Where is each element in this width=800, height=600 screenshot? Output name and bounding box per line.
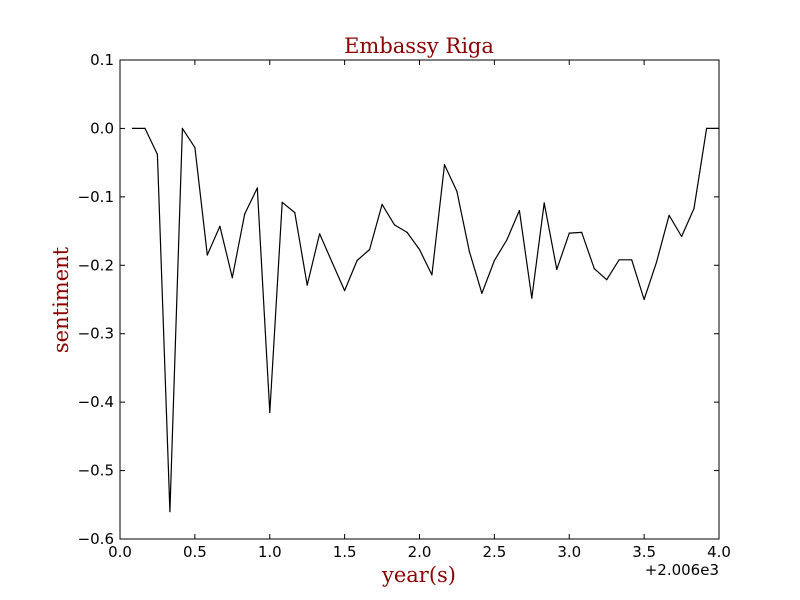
data-point [131, 127, 133, 129]
y-tick-label: −0.5 [78, 462, 114, 480]
data-point [481, 292, 483, 294]
data-point [643, 298, 645, 301]
data-point [593, 268, 595, 270]
y-tick-label: −0.1 [78, 188, 114, 206]
y-tick-label: −0.4 [78, 393, 114, 411]
data-point [169, 511, 171, 513]
y-tick-label: 0.1 [90, 51, 114, 69]
chart-title: Embassy Riga [344, 34, 494, 58]
data-point [269, 411, 271, 413]
data-point [418, 248, 421, 251]
x-tick-label: 2.5 [482, 543, 506, 561]
data-point [531, 297, 533, 299]
data-point [668, 214, 670, 216]
data-point [194, 147, 196, 149]
x-tick-label: 4.0 [707, 543, 731, 561]
data-point [181, 127, 183, 129]
data-point [244, 213, 246, 215]
data-point [681, 235, 683, 238]
data-point [306, 284, 308, 286]
x-tick-label: 2.0 [408, 543, 432, 561]
data-point [706, 127, 708, 129]
x-tick-label: 1.5 [333, 543, 357, 561]
x-tick-label: 1.0 [258, 543, 282, 561]
y-tick-label: −0.2 [78, 256, 114, 274]
data-point [518, 209, 521, 212]
data-point [319, 233, 321, 235]
x-tick-label: 0.5 [183, 543, 207, 561]
data-point [381, 203, 383, 205]
data-point [356, 259, 358, 262]
data-point [468, 251, 470, 253]
y-axis-label: sentiment [49, 246, 73, 353]
data-point [206, 254, 208, 256]
data-point [256, 187, 258, 189]
data-point [431, 274, 433, 276]
ticks-layer: 0.0 0.5 1.0 1.5 2.0 2.5 3.0 3.5 4.0 0.1 0.0 −0.1 −0.… [78, 51, 731, 561]
data-point [606, 279, 608, 281]
data-point [506, 239, 508, 241]
y-tick-label: −0.6 [78, 530, 114, 548]
data-point [618, 259, 620, 261]
data-point [693, 207, 695, 210]
data-point [344, 290, 346, 292]
data-point [331, 261, 333, 264]
x-tick-label: 0.0 [108, 543, 132, 561]
data-point [369, 248, 371, 251]
data-point [456, 190, 458, 192]
data-point [581, 231, 583, 233]
y-tick-label: −0.3 [78, 325, 114, 343]
data-point [656, 261, 658, 263]
series-line [132, 127, 719, 513]
data-point [543, 202, 545, 204]
x-tick-label: 3.5 [632, 543, 656, 561]
data-point [294, 212, 296, 214]
data-point [568, 232, 570, 234]
y-tick-label: 0.0 [90, 119, 114, 137]
data-point [231, 277, 233, 279]
x-axis-label: year(s) [381, 563, 456, 587]
plot-frame [119, 59, 720, 540]
data-point [156, 153, 158, 155]
data-point [556, 268, 558, 270]
data-point [406, 231, 408, 233]
x-tick-label: 3.0 [557, 543, 581, 561]
data-point [144, 127, 146, 129]
data-point [631, 259, 633, 261]
x-offset-label: +2.006e3 [645, 561, 719, 579]
data-point [281, 201, 283, 203]
data-point [493, 259, 495, 262]
series-layer [131, 127, 720, 513]
data-point [443, 164, 446, 166]
data-point [393, 224, 396, 226]
data-point [219, 225, 221, 227]
